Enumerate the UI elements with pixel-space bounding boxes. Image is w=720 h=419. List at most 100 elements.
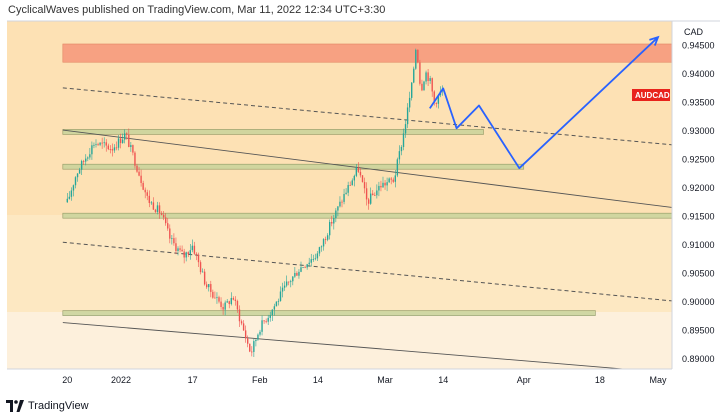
candle-body (374, 195, 376, 196)
candle-body (247, 338, 249, 344)
trendline-solid-2 (62, 129, 673, 208)
candle-body (380, 185, 382, 188)
candle-body (238, 309, 241, 322)
candle-body (199, 262, 202, 273)
candle-body (406, 107, 409, 125)
time-tick-label: 20 (62, 375, 72, 385)
candle-body (140, 175, 142, 183)
candle-body (95, 144, 97, 145)
candle-body (408, 97, 411, 108)
candle-body (349, 185, 351, 186)
candle-body (222, 306, 224, 310)
time-tick-label: Apr (517, 375, 531, 385)
zone-support-4 (62, 310, 596, 316)
candle-body (302, 267, 304, 269)
candle-body (367, 199, 370, 204)
candle-body (83, 160, 85, 162)
candle-body (173, 238, 175, 244)
candle-body (273, 306, 276, 310)
candle-body (267, 317, 269, 322)
candle-body (396, 159, 399, 176)
candle-body (429, 78, 431, 81)
candle-body (304, 267, 306, 269)
candle-body (413, 68, 415, 83)
candle-body (177, 248, 179, 251)
candle-body (208, 284, 210, 288)
price-tick-label: 0.92000 (682, 183, 715, 193)
price-tick-label: 0.94500 (682, 41, 715, 51)
candle-body (335, 210, 337, 219)
candle-body (101, 142, 103, 144)
candle-body (292, 276, 294, 282)
time-tick-label: Feb (252, 375, 268, 385)
time-tick-label: 18 (595, 375, 605, 385)
candle-body (271, 309, 273, 316)
candle-body (261, 320, 263, 332)
candle-body (230, 297, 232, 305)
candle-body (105, 142, 107, 146)
candle-body (160, 213, 163, 215)
candle-body (107, 145, 109, 150)
candle-body (285, 281, 288, 286)
candle-body (300, 267, 302, 272)
time-tick-label: 14 (313, 375, 323, 385)
candle-body (80, 160, 83, 170)
candle-body (390, 178, 392, 180)
footer-brand: TradingView (28, 400, 89, 412)
trendline-dashed-1 (62, 241, 673, 302)
candle-body (306, 264, 308, 268)
candle-body (357, 167, 360, 172)
price-tick-label: 0.91500 (682, 212, 715, 222)
candle-body (415, 49, 417, 69)
candle-body (259, 331, 261, 335)
time-tick-label: 17 (188, 375, 198, 385)
candle-body (109, 149, 112, 150)
candle-body (277, 300, 280, 302)
candle-body (433, 91, 435, 103)
candle-body (72, 185, 75, 191)
candle-body (128, 134, 130, 147)
candle-body (167, 223, 169, 229)
candle-body (382, 182, 384, 188)
candle-body (312, 259, 314, 260)
candle-body (158, 205, 161, 214)
candle-body (189, 250, 191, 255)
candle-body (212, 291, 214, 298)
candle-body (329, 221, 331, 236)
candle-body (370, 193, 372, 204)
candle-body (91, 145, 93, 155)
candle-body (156, 205, 159, 212)
candle-body (210, 284, 212, 292)
price-tick-label: 0.94000 (682, 69, 715, 79)
candle-body (308, 262, 310, 265)
candle-body (99, 142, 101, 145)
currency-label: CAD (684, 27, 704, 37)
price-axis-background (672, 21, 720, 369)
candle-body (154, 209, 157, 212)
candle-body (226, 301, 228, 303)
candle-body (193, 245, 196, 254)
candle-body (191, 245, 194, 251)
candle-body (386, 182, 388, 186)
zone-support-3 (62, 212, 673, 219)
candle-body (322, 239, 325, 247)
price-tick-label: 0.89500 (682, 326, 715, 336)
candle-body (89, 154, 91, 158)
background-band-lower (7, 312, 672, 369)
price-axis[interactable]: CAD 0.945000.940000.935000.930000.925000… (632, 21, 720, 369)
time-ticks: 20 2022 17 Feb 14 Mar 14 Apr 18 May (62, 375, 667, 385)
candle-body (343, 194, 345, 202)
candle-body (206, 284, 208, 288)
candle-body (124, 133, 126, 140)
candle-body (93, 144, 95, 146)
candle-body (314, 258, 317, 260)
candle-body (201, 271, 204, 273)
footer: TradingView (6, 400, 89, 412)
candle-body (244, 330, 247, 339)
candle-body (185, 252, 187, 258)
candle-body (333, 218, 335, 224)
candle-body (281, 287, 284, 292)
time-axis[interactable]: 20 2022 17 Feb 14 Mar 14 Apr 18 May (0, 368, 672, 391)
zone-resistance-0 (62, 43, 673, 63)
